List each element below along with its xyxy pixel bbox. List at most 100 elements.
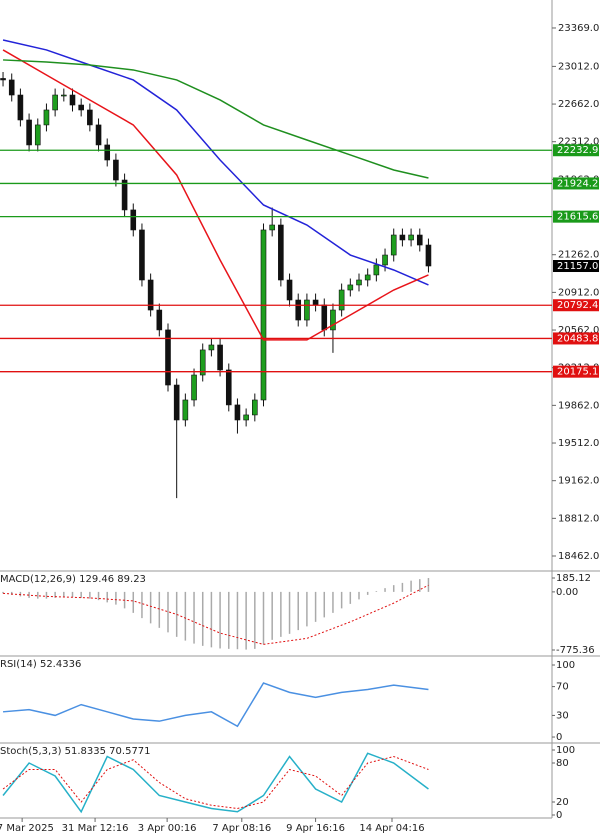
stoch-tick-label: 100 <box>556 745 575 756</box>
y-tick-label: 20562.0 <box>558 325 599 336</box>
candle-body <box>113 159 119 181</box>
candle-body <box>364 274 371 281</box>
macd-title: MACD(12,26,9) 129.46 89.23 <box>0 574 146 585</box>
moving-average <box>3 59 429 179</box>
moving-average <box>2 49 429 341</box>
candle-body <box>295 299 302 321</box>
level-label: 22232.9 <box>557 145 598 156</box>
candle-body <box>17 94 24 121</box>
level-label: 21615.6 <box>557 212 598 223</box>
candle-body <box>225 369 232 406</box>
candle-body <box>165 329 171 386</box>
stoch-tick-label: 20 <box>556 797 569 808</box>
candle-body <box>156 309 163 331</box>
candle-body <box>338 289 345 311</box>
candle-body <box>208 344 215 351</box>
candle-body <box>304 299 310 321</box>
y-tick-label: 19862.0 <box>558 400 599 411</box>
candle-body <box>191 374 197 401</box>
candle-body <box>34 124 41 146</box>
candle-body <box>399 234 406 241</box>
candle-body <box>312 299 319 306</box>
level-label-box <box>553 332 599 345</box>
candle-body <box>182 399 189 421</box>
moving-average <box>2 39 429 286</box>
stoch-main <box>2 752 429 814</box>
candle-body <box>269 224 275 231</box>
x-tick-label: 3 Apr 00:16 <box>138 823 197 834</box>
level-label: 20483.8 <box>557 333 598 344</box>
candle-body <box>147 279 154 311</box>
x-tick-label: 9 Apr 16:16 <box>286 823 345 834</box>
x-tick-label: 7 Apr 08:16 <box>212 823 271 834</box>
level-label-box <box>553 210 599 223</box>
rsi-tick-label: 0 <box>556 732 562 743</box>
y-tick-label: 19512.0 <box>558 438 599 449</box>
y-tick-label: 22312.0 <box>558 137 599 148</box>
level-label: 21924.2 <box>557 178 598 189</box>
candle-body <box>286 279 293 301</box>
candle-body <box>425 244 432 267</box>
level-label-box <box>553 177 599 190</box>
y-tick-label: 19162.0 <box>558 476 599 487</box>
rsi-tick-label: 70 <box>556 682 569 693</box>
candle-body <box>104 144 111 161</box>
rsi-line <box>2 682 429 728</box>
candle-body <box>52 94 58 111</box>
y-tick-label: 20912.0 <box>558 287 599 298</box>
candle-body <box>330 309 336 331</box>
candle-body <box>416 234 423 246</box>
candle-body <box>69 94 76 106</box>
candle-body <box>217 344 223 371</box>
level-label: 20792.4 <box>557 300 598 311</box>
x-tick-label: 14 Apr 04:16 <box>359 823 424 834</box>
x-tick-label: 27 Mar 2025 <box>0 823 54 834</box>
current-price-label: 21157.0 <box>557 261 598 272</box>
candle-body <box>243 414 249 421</box>
y-tick-label: 18812.0 <box>558 513 599 524</box>
candle-body <box>121 179 128 211</box>
stoch-signal <box>2 755 429 810</box>
candle-body <box>0 78 6 81</box>
candle-body <box>390 234 397 256</box>
y-tick-label: 18462.0 <box>558 551 599 562</box>
candle-body <box>61 94 67 97</box>
candle-body <box>321 304 328 331</box>
candle-body <box>260 229 267 401</box>
candle-body <box>87 109 93 126</box>
y-tick-label: 23369.0 <box>558 23 599 34</box>
candle-body <box>408 234 414 241</box>
candle-body <box>78 104 84 111</box>
rsi-tick-label: 100 <box>556 660 575 671</box>
candle-body <box>26 119 32 146</box>
candle-body <box>373 264 380 276</box>
candle-body <box>199 349 206 376</box>
candle-body <box>252 399 258 416</box>
stoch-title: Stoch(5,3,3) 51.8335 70.5771 <box>0 746 151 757</box>
stoch-tick-label: 0 <box>556 810 562 821</box>
candle-body <box>8 79 15 96</box>
rsi-tick-label: 30 <box>556 710 569 721</box>
stoch-tick-label: 80 <box>556 758 569 769</box>
candle-body <box>95 124 102 146</box>
macd-tick-label: 185.12 <box>556 573 591 584</box>
macd-tick-label: 0.00 <box>556 587 578 598</box>
level-label-box <box>553 144 599 157</box>
macd-signal <box>3 584 429 645</box>
level-label-box <box>553 299 599 312</box>
x-tick-label: 31 Mar 12:16 <box>62 823 129 834</box>
candle-body <box>278 224 284 281</box>
candle-body <box>234 404 241 421</box>
level-label-box <box>553 365 599 378</box>
y-tick-label: 23012.0 <box>558 61 599 72</box>
candle-body <box>43 109 50 126</box>
candle-body <box>382 254 388 266</box>
current-price-box <box>553 260 599 273</box>
level-label: 20175.1 <box>557 367 598 378</box>
y-tick-label: 22662.0 <box>558 99 599 110</box>
macd-tick-label: -775.36 <box>556 645 595 656</box>
candle-body <box>347 284 354 291</box>
y-tick-label: 21262.0 <box>558 250 599 261</box>
candle-body <box>130 209 137 231</box>
